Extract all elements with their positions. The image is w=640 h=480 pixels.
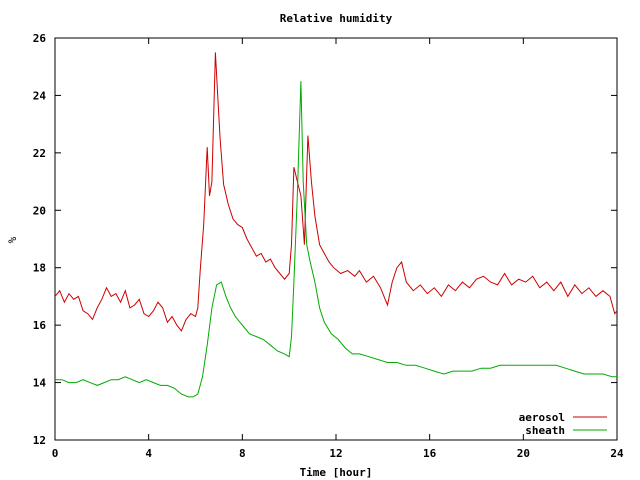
y-tick-label: 16 bbox=[33, 319, 47, 332]
legend-label-sheath: sheath bbox=[525, 424, 565, 437]
plot-frame bbox=[54, 37, 618, 441]
x-tick-label: 4 bbox=[145, 447, 152, 460]
x-tick-label: 0 bbox=[52, 447, 59, 460]
series-layer bbox=[54, 52, 618, 398]
y-tick-label: 26 bbox=[33, 32, 47, 45]
y-tick-label: 18 bbox=[33, 262, 46, 275]
series-line-sheath bbox=[55, 81, 617, 398]
y-tick-label: 14 bbox=[33, 377, 47, 390]
y-axis: 12 14 16 18 20 22 24 26 bbox=[33, 32, 617, 447]
legend-label-aerosol: aerosol bbox=[519, 411, 565, 424]
y-tick-label: 12 bbox=[33, 434, 46, 447]
x-tick-label: 12 bbox=[329, 447, 342, 460]
chart-title: Relative humidity bbox=[280, 12, 393, 25]
x-axis-label: Time [hour] bbox=[300, 466, 373, 479]
y-tick-label: 20 bbox=[33, 204, 46, 217]
x-tick-label: 16 bbox=[423, 447, 437, 460]
y-tick-label: 24 bbox=[33, 89, 47, 102]
y-axis-label: % bbox=[6, 236, 19, 243]
x-axis: 0 4 8 12 16 20 24 bbox=[52, 38, 624, 460]
y-tick-label: 22 bbox=[33, 147, 46, 160]
x-tick-label: 8 bbox=[239, 447, 246, 460]
x-tick-label: 24 bbox=[610, 447, 624, 460]
series-line-aerosol bbox=[54, 52, 618, 332]
x-tick-label: 20 bbox=[517, 447, 530, 460]
